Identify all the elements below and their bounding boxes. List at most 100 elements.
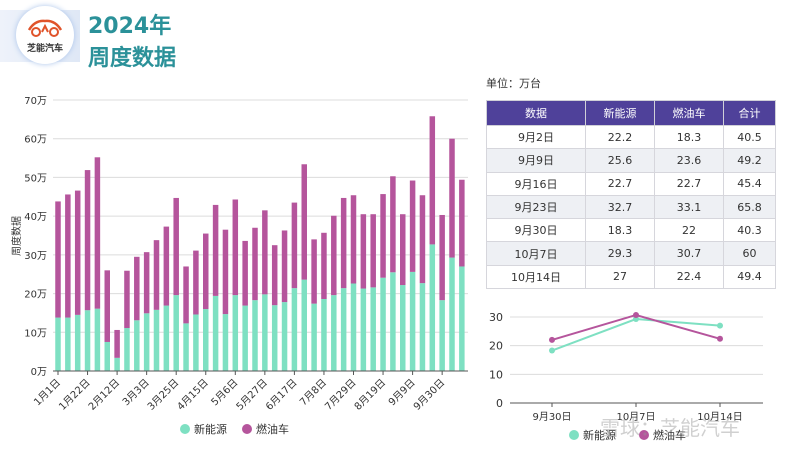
bar-fuel [193,250,199,315]
table-cell: 49.4 [723,264,776,290]
bar-fuel [212,204,219,296]
table-cell: 23.6 [654,148,724,173]
y-tick-label: 10 [489,368,503,381]
table-cell: 65.8 [723,194,776,220]
bar-new-energy [242,305,248,371]
bar-fuel [291,202,298,289]
bar-new-energy [262,294,268,371]
table-row: 9月30日 18.3 22 40.3 [486,218,776,243]
weekly-bar-chart: 0万10万20万30万40万50万60万70万周度数据1月1日1月22日2月12… [10,96,468,436]
bar-fuel [232,199,239,296]
bar-fuel [134,256,140,321]
table-cell: 18.3 [585,218,655,243]
bar-fuel [74,190,81,315]
bar-new-energy [301,279,307,371]
bar-new-energy [459,266,465,371]
table-cell: 9月2日 [486,124,586,150]
table-cell: 18.3 [654,124,724,150]
bar-new-energy [84,310,91,371]
table-cell: 10月14日 [486,264,586,290]
logo-text: 芝能汽车 [26,44,63,54]
bar-fuel [390,176,396,273]
unit-label: 单位：万台 [486,77,541,90]
bar-fuel [380,194,386,278]
table-cell: 45.4 [723,171,776,196]
table-row: 9月2日 22.2 18.3 40.5 [486,124,776,150]
y-tick-label: 0 [496,397,503,410]
bar-new-energy [134,320,140,371]
bar-fuel [340,197,347,289]
table-cell: 27 [585,264,655,290]
table-row: 9月9日 25.6 23.6 49.2 [486,148,776,173]
y-tick-label: 60万 [24,135,47,146]
bar-fuel [331,215,337,296]
bar-new-energy [331,295,337,371]
col-header: 合计 [723,100,776,126]
bar-fuel [222,229,229,315]
bar-fuel [153,240,160,310]
bar-new-energy [193,314,199,371]
bar-new-energy [291,288,298,371]
data-point [717,335,723,342]
x-tick-label: 4月15日 [175,377,211,413]
bar-fuel [163,226,170,306]
table-cell: 49.2 [723,148,776,173]
table-cell: 22.7 [654,171,724,196]
bar-fuel [55,201,61,318]
bar-new-energy [124,328,130,371]
x-tick-label: 3月25日 [145,377,181,413]
bar-new-energy [449,257,455,371]
legend-label: 燃油车 [256,422,289,436]
bar-fuel [143,252,150,314]
x-tick-label: 10月7日 [616,411,655,423]
bar-new-energy [173,295,179,371]
bar-fuel [114,329,120,358]
table-cell: 22.4 [654,264,724,290]
table-row: 10月14日 27 22.4 49.4 [486,264,776,290]
table-cell: 22.7 [585,171,655,196]
bar-new-energy [439,300,445,371]
bar-fuel [439,214,445,301]
table-cell: 22 [654,218,724,243]
data-point [633,311,639,318]
watermark: 雪球：芝能汽车 [600,416,740,440]
bar-fuel [360,214,367,289]
bar-fuel [281,230,288,303]
bar-new-energy [104,341,110,371]
table-row: 9月23日 32.7 33.1 65.8 [486,194,776,220]
bar-new-energy [419,283,426,371]
bar-new-energy [340,288,347,371]
data-point [549,347,555,354]
data-table: 数据 新能源 燃油车 合计 9月2日 22.2 18.3 40.5 9月9日 25.6 23… [486,100,776,290]
legend-marker [180,424,190,434]
bar-fuel [252,227,258,301]
table-cell: 9月23日 [486,194,586,220]
bar-new-energy [370,287,376,371]
bar-fuel [350,195,357,284]
bar-new-energy [55,317,61,371]
y-tick-label: 10万 [24,328,47,339]
legend-marker [639,430,649,440]
table-cell: 29.3 [585,241,655,266]
legend-marker [242,424,252,434]
bar-new-energy [281,302,288,371]
table-cell: 60 [723,241,776,266]
table-cell: 22.2 [585,124,655,150]
bar-fuel [242,240,248,306]
y-tick-label: 70万 [24,96,47,107]
bar-fuel [321,232,327,299]
legend-label: 燃油车 [653,428,686,442]
bar-new-energy [74,314,81,371]
legend-label: 新能源 [194,422,227,436]
bar-fuel [94,157,101,309]
bar-new-energy [163,305,170,371]
x-tick-label: 2月12日 [86,377,122,413]
bar-new-energy [65,317,71,371]
table-cell: 40.3 [723,218,776,243]
y-tick-label: 50万 [24,173,47,184]
bar-new-energy [400,285,406,371]
x-tick-label: 9月30日 [532,411,571,423]
bar-new-energy [321,298,327,371]
bar-fuel [419,195,426,284]
